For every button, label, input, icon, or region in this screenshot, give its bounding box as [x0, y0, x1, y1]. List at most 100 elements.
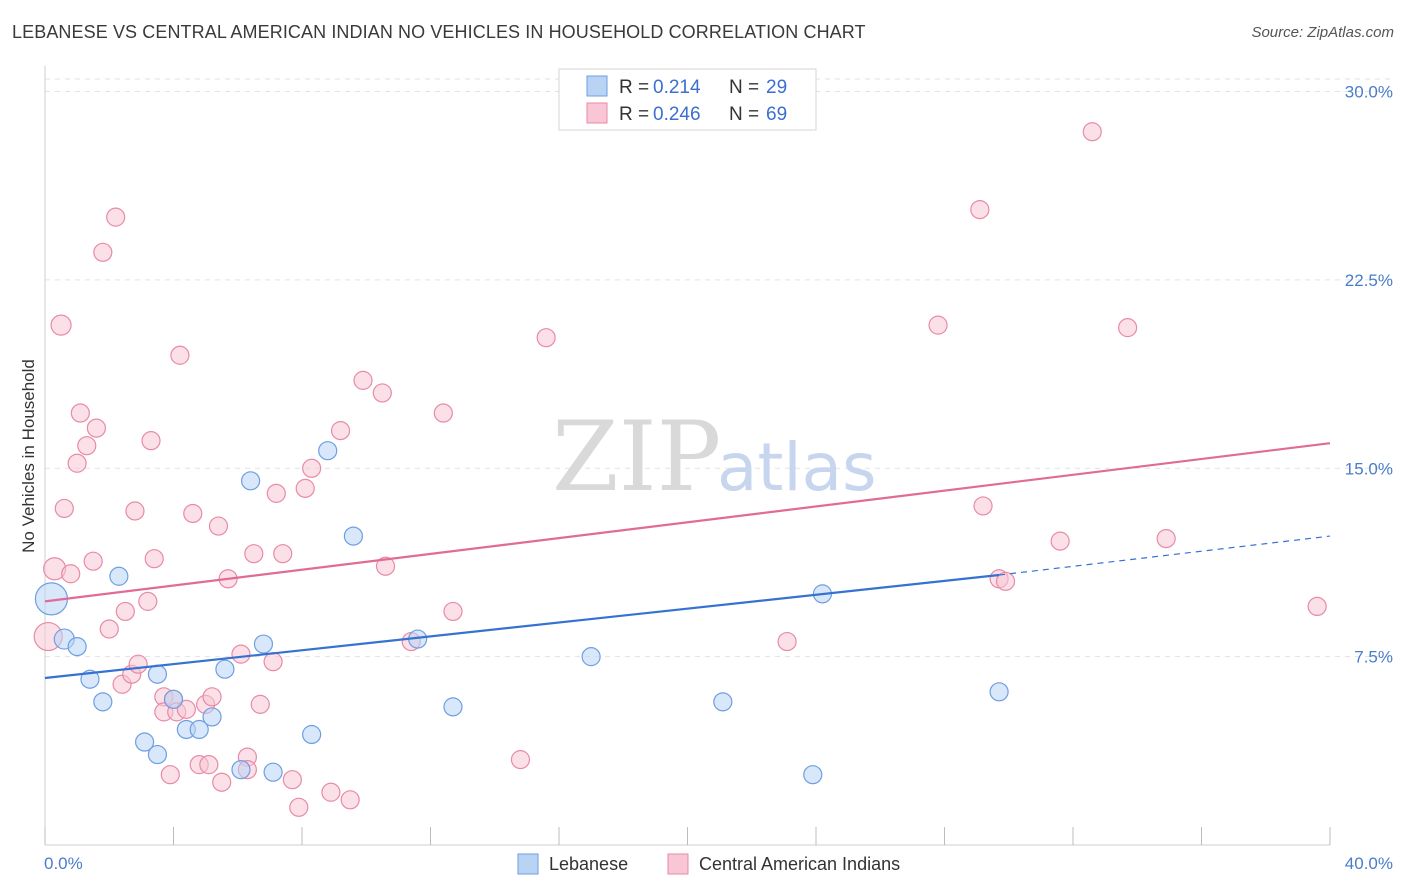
lebanese-point-6: [134, 732, 155, 752]
cai-point-51: [353, 370, 373, 390]
trendline-cai: [44, 442, 1331, 603]
grid-lines: [45, 78, 1393, 658]
cai-point-39: [244, 544, 264, 564]
lebanese-point-13: [215, 659, 235, 679]
y-tick-label-1: 15.0%: [1345, 459, 1393, 478]
cai-point-58: [536, 328, 556, 348]
cai-point-16: [125, 501, 145, 521]
lebanese-point-28: [989, 682, 1009, 702]
y-tick-label-2: 22.5%: [1345, 271, 1393, 290]
legend-n-label-1: N =: [729, 77, 759, 98]
cai-point-2: [50, 314, 72, 336]
lebanese-point-3: [80, 669, 100, 689]
cai-point-60: [928, 315, 948, 335]
trendlines: [44, 442, 1331, 680]
cai-point-27: [176, 699, 196, 719]
cai-point-40: [250, 694, 270, 714]
legend-r-label-2: R =: [619, 104, 649, 125]
watermark-zip: ZIP: [552, 401, 721, 513]
cai-point-45: [289, 797, 309, 817]
legend-n-value-1: 29: [766, 77, 787, 98]
cai-point-66: [1082, 122, 1102, 142]
x-tick-label-max: 40.0%: [1345, 854, 1393, 873]
cai-point-61: [970, 199, 990, 220]
cai-point-36: [231, 644, 251, 664]
cai-point-65: [1050, 531, 1070, 551]
lebanese-point-12: [202, 707, 222, 727]
watermark: ZIP atlas: [552, 401, 877, 513]
y-tick-label-0: 7.5%: [1354, 648, 1393, 667]
cai-point-10: [93, 242, 113, 262]
cai-point-14: [115, 601, 135, 622]
cai-point-32: [202, 687, 222, 707]
cai-point-34: [212, 772, 232, 792]
lebanese-point-7: [147, 744, 168, 765]
bottom-legend-lebanese: Lebanese: [549, 854, 628, 874]
lebanese-point-9: [163, 689, 184, 709]
cai-point-48: [321, 782, 341, 802]
cai-point-23: [160, 765, 180, 785]
legend-r-value-1: 0.214: [653, 77, 701, 98]
cai-point-67: [1118, 318, 1138, 338]
cai-point-8: [83, 551, 103, 571]
series-lebanese: [34, 81, 1009, 785]
x-tick-label-min: 0.0%: [44, 854, 83, 873]
cai-point-20: [144, 549, 164, 569]
cai-point-49: [330, 421, 351, 441]
cai-point-53: [375, 556, 396, 576]
cai-point-57: [510, 750, 531, 770]
cai-point-6: [70, 403, 90, 423]
watermark-atlas: atlas: [717, 429, 877, 506]
legend: R = 0.214 N = 29 R = 0.246 N = 69: [558, 68, 817, 131]
cai-point-44: [282, 770, 302, 790]
trendline-lebanese-extension: [999, 535, 1331, 576]
legend-swatch-cai: [586, 102, 608, 124]
lebanese-point-26: [803, 765, 823, 785]
lebanese-point-23: [581, 647, 601, 667]
lebanese-point-4: [93, 692, 113, 712]
cai-point-26: [170, 345, 190, 365]
lebanese-point-5: [109, 566, 129, 586]
cai-point-55: [433, 403, 453, 423]
cai-point-50: [340, 790, 360, 810]
trendline-lebanese: [44, 573, 1000, 680]
cai-point-59: [777, 631, 797, 652]
cai-point-5: [67, 453, 87, 473]
chart-title: LEBANESE VS CENTRAL AMERICAN INDIAN NO V…: [12, 22, 866, 42]
lebanese-point-19: [318, 441, 338, 461]
legend-n-value-2: 69: [766, 104, 787, 125]
lebanese-point-24: [713, 692, 733, 712]
cai-point-3: [54, 498, 74, 519]
lebanese-point-22: [443, 697, 463, 717]
lebanese-point-15: [241, 471, 261, 491]
cai-point-18: [138, 591, 158, 611]
bottom-legend-swatch-cai: [667, 853, 689, 875]
legend-swatch-lebanese: [586, 75, 608, 97]
lebanese-point-17: [263, 762, 283, 782]
cai-point-33: [208, 516, 229, 536]
legend-r-value-2: 0.246: [653, 104, 701, 125]
cai-point-9: [86, 418, 107, 438]
cai-point-69: [1307, 596, 1327, 617]
source-label: Source: ZipAtlas.com: [1251, 24, 1394, 41]
x-ticks: [44, 827, 1331, 845]
lebanese-point-11: [189, 719, 209, 740]
bottom-legend: Lebanese Central American Indians: [517, 853, 900, 875]
cai-point-19: [141, 431, 161, 451]
cai-point-17: [128, 654, 148, 674]
lebanese-point-16: [253, 634, 274, 654]
cai-point-64: [995, 571, 1016, 591]
y-axis-label: No Vehicles in Household: [19, 359, 38, 553]
cai-point-52: [372, 383, 392, 403]
cai-point-4: [61, 564, 81, 584]
cai-point-46: [295, 478, 315, 498]
cai-point-11: [99, 619, 119, 639]
y-tick-label-3: 30.0%: [1345, 83, 1393, 102]
cai-point-12: [106, 207, 126, 227]
cai-point-43: [273, 544, 293, 564]
cai-point-68: [1156, 528, 1176, 549]
y-tick-labels: 7.5% 15.0% 22.5% 30.0%: [1345, 83, 1393, 667]
bottom-legend-cai: Central American Indians: [699, 854, 900, 874]
cai-point-31: [199, 755, 219, 775]
